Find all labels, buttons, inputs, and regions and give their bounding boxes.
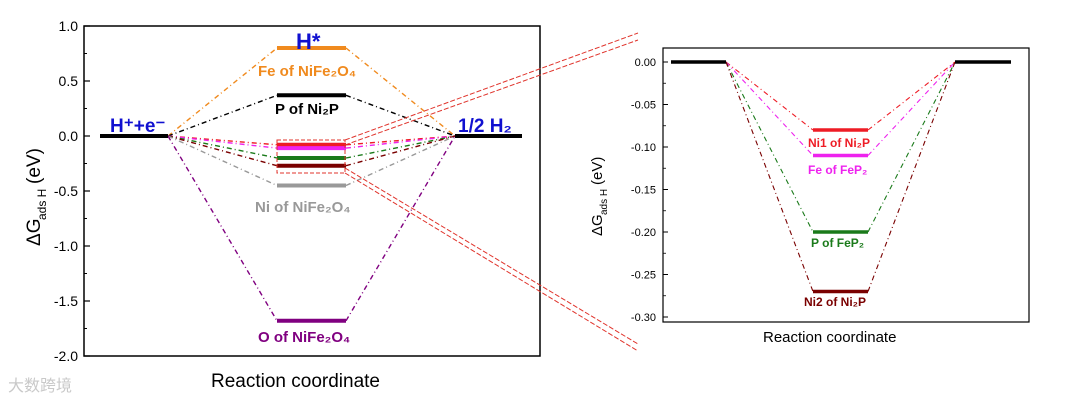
right-y-tick-label: -0.20 — [631, 227, 656, 239]
start-state-label: H⁺+e⁻ — [110, 116, 165, 137]
left-y-axis-label: ΔG ads H (eV) — [24, 148, 49, 246]
right-y-tick-label: -0.05 — [631, 100, 656, 112]
left-connector-p-of-ni2p — [167, 94, 278, 137]
right-x-axis-label: Reaction coordinate — [763, 329, 896, 346]
left-connector-fe-of-fep2 — [167, 135, 278, 149]
left-connector-out-p-of-fep2 — [345, 135, 456, 159]
right-connector-ni1-of-ni2p — [725, 61, 814, 131]
right-y-axis-unit: (eV) — [589, 157, 606, 185]
left-y-ticks: 1.0 0.5 0.0 -0.5 -1.0 -1.5 -2.0 — [54, 18, 90, 364]
right-y-axis-label: ΔG ads H (eV) — [589, 157, 610, 236]
right-label-ni2-ni2p: Ni2 of Ni₂P — [804, 295, 866, 309]
watermark: 大数跨境 — [8, 376, 73, 395]
right-label-fe-fep2: Fe of FeP₂ — [808, 163, 867, 177]
left-connector-out-fe-of-nife2o4 — [345, 47, 456, 137]
left-y-tick-label: -1.5 — [54, 293, 78, 309]
left-y-tick-label: -2.0 — [54, 348, 78, 364]
right-label-p-fep2: P of FeP₂ — [811, 236, 864, 250]
left-y-tick-label: 0.0 — [59, 128, 79, 144]
right-connector-out-p-of-fep2 — [867, 61, 956, 233]
left-connector-o-of-nife2o4 — [167, 135, 278, 322]
left-y-tick-label: 0.5 — [59, 73, 79, 89]
left-y-axis-main: ΔG — [24, 219, 45, 246]
zoom-box — [276, 139, 346, 174]
right-y-tick-label: 0.00 — [635, 57, 656, 69]
right-y-axis-sub: ads H — [599, 189, 610, 215]
right-y-ticks: 0.00 -0.05 -0.10 -0.15 -0.20 -0.25 -0.30 — [631, 57, 668, 324]
left-connector-out-ni-of-nife2o4 — [345, 135, 456, 187]
label-ni-nife2o4: Ni of NiFe₂O₄ — [255, 199, 350, 216]
left-connector-ni2-of-ni2p — [167, 135, 278, 167]
right-connectors — [725, 61, 956, 292]
left-connector-out-o-of-nife2o4 — [345, 135, 456, 322]
right-y-axis-main: ΔG — [589, 214, 606, 236]
left-connector-p-of-fep2 — [167, 135, 278, 159]
label-o-nife2o4: O of NiFe₂O₄ — [258, 329, 350, 346]
right-y-tick-label: -0.10 — [631, 142, 656, 154]
middle-state-label: H* — [296, 29, 321, 54]
left-connectors — [167, 47, 456, 322]
left-x-axis-label: Reaction coordinate — [211, 371, 380, 392]
right-connector-fe-of-fep2 — [725, 61, 814, 156]
left-y-tick-label: 1.0 — [59, 18, 79, 34]
label-fe-nife2o4: Fe of NiFe₂O₄ — [258, 63, 356, 80]
end-state-label: 1/2 H₂ — [458, 116, 512, 137]
left-y-axis-unit: (eV) — [24, 148, 45, 184]
right-connector-out-fe-of-fep2 — [867, 61, 956, 156]
left-levels — [100, 46, 522, 323]
right-levels — [671, 60, 1011, 294]
right-label-ni1-ni2p: Ni1 of Ni₂P — [808, 136, 870, 150]
left-y-tick-label: -0.5 — [54, 183, 78, 199]
left-connector-fe-of-nife2o4 — [167, 47, 278, 137]
left-connector-out-ni2-of-ni2p — [345, 135, 456, 167]
left-y-tick-label: -1.0 — [54, 238, 78, 254]
right-connector-out-ni2-of-ni2p — [867, 61, 956, 292]
right-y-tick-label: -0.25 — [631, 270, 656, 282]
right-y-tick-label: -0.30 — [631, 312, 656, 324]
left-connector-out-p-of-ni2p — [345, 94, 456, 137]
left-connector-ni-of-nife2o4 — [167, 135, 278, 187]
right-y-tick-label: -0.15 — [631, 185, 656, 197]
label-p-ni2p: P of Ni₂P — [275, 101, 339, 118]
left-y-axis-sub: ads H — [35, 189, 49, 220]
right-connector-p-of-fep2 — [725, 61, 814, 233]
right-panel: 0.00 -0.05 -0.10 -0.15 -0.20 -0.25 -0.30 Ni1 o… — [589, 47, 1030, 346]
right-connector-out-ni1-of-ni2p — [867, 61, 956, 131]
zoom-connectors — [344, 32, 639, 352]
right-plot-frame — [662, 47, 1030, 323]
right-connector-ni2-of-ni2p — [725, 61, 814, 292]
left-panel: 1.0 0.5 0.0 -0.5 -1.0 -1.5 -2.0 H⁺+e⁻ 1/2 H₂ H… — [24, 18, 541, 392]
